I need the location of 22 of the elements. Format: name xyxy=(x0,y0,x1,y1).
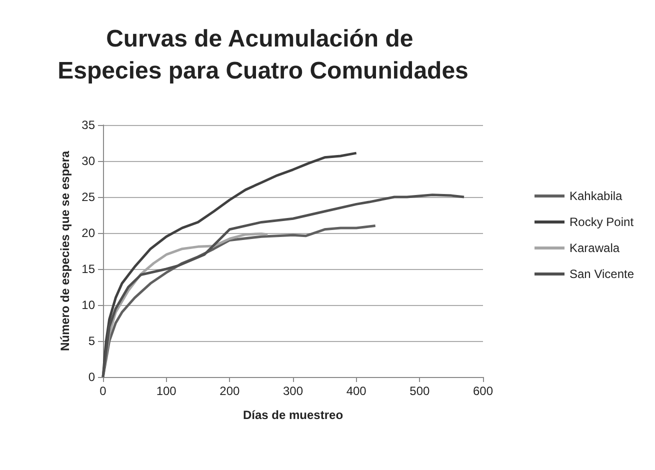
y-tick-label: 35 xyxy=(82,118,96,132)
y-tick-label: 25 xyxy=(82,190,96,204)
x-tick-label: 200 xyxy=(220,384,240,398)
y-tick-label: 15 xyxy=(82,262,96,276)
legend-label: Kahkabila xyxy=(570,189,623,203)
chart-title: Curvas de Acumulación de Especies para Cuatro Comunidades xyxy=(58,26,468,84)
x-tick-label: 300 xyxy=(282,384,304,398)
x-tick-label: 400 xyxy=(346,384,367,398)
y-tick-label: 30 xyxy=(82,154,96,168)
y-tick-label: 5 xyxy=(88,334,96,348)
legend-label: San Vicente xyxy=(570,267,634,281)
y-axis-title: Número de especies que se espera xyxy=(58,150,72,352)
y-tick-label: 20 xyxy=(82,226,96,240)
y-tick-label: 10 xyxy=(82,298,96,312)
x-axis-title: Días de muestreo xyxy=(242,408,344,422)
y-tick-label: 0 xyxy=(88,370,96,384)
x-tick-label: 600 xyxy=(472,384,494,398)
legend-label: Karawala xyxy=(570,241,620,255)
legend-label: Rocky Point xyxy=(570,215,634,229)
x-tick-label: 100 xyxy=(156,384,177,398)
x-tick-label: 500 xyxy=(410,384,430,398)
x-tick-label: 0 xyxy=(100,384,107,398)
